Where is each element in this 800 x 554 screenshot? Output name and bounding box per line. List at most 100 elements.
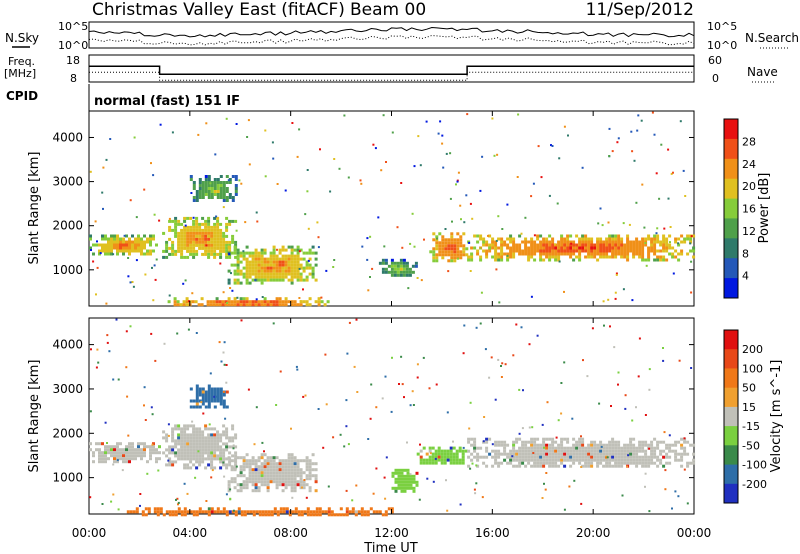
data-cell (231, 424, 235, 428)
noise-cell (558, 157, 561, 160)
data-cell (201, 433, 205, 437)
data-cell (149, 243, 152, 247)
data-cell (210, 228, 214, 232)
noise-cell (222, 390, 225, 393)
data-cell (260, 266, 264, 270)
data-cell (134, 240, 137, 244)
noise-cell (434, 457, 437, 460)
noise-cell (580, 435, 582, 438)
data-cell (357, 510, 361, 514)
data-cell (290, 489, 294, 493)
noise-cell (660, 143, 663, 146)
data-cell (263, 269, 267, 273)
data-cell (626, 455, 630, 459)
data-cell (284, 465, 288, 469)
data-cell (440, 455, 444, 459)
noise-cell (317, 408, 320, 410)
data-cell (456, 241, 460, 245)
data-cell (216, 240, 220, 244)
data-cell (408, 267, 412, 271)
data-cell (251, 269, 255, 273)
ytick-label: 1000 (52, 263, 83, 277)
data-cell (617, 458, 621, 462)
data-cell (689, 249, 693, 253)
data-cell (551, 237, 555, 241)
noise-cell (563, 125, 566, 128)
colorbar-tick-label: 12 (742, 225, 756, 238)
data-cell (174, 427, 178, 431)
data-cell (599, 443, 603, 447)
noise-cell (272, 322, 275, 325)
data-cell (593, 458, 597, 462)
data-cell (248, 462, 252, 466)
data-cell (242, 303, 246, 307)
data-cell (254, 300, 258, 304)
noise-cell (677, 495, 680, 498)
data-cell (110, 246, 113, 250)
data-cell (180, 234, 184, 238)
noise-cell (359, 179, 362, 182)
data-cell (293, 480, 297, 484)
data-cell (533, 240, 537, 244)
data-cell (644, 440, 648, 444)
data-cell (557, 240, 561, 244)
data-cell (284, 480, 288, 484)
data-cell (623, 443, 627, 447)
data-cell (435, 235, 439, 239)
data-cell (177, 436, 181, 440)
noise-cell (641, 183, 644, 186)
data-cell (275, 462, 279, 466)
data-cell (302, 480, 306, 484)
data-cell (222, 249, 226, 253)
data-cell (287, 465, 291, 469)
noise-cell (413, 245, 416, 248)
noise-cell (663, 227, 666, 230)
noise-cell (560, 382, 563, 384)
data-cell (572, 461, 576, 465)
noise-cell (417, 135, 420, 138)
noise-cell (202, 412, 205, 415)
noise-cell (129, 199, 132, 202)
data-cell (566, 437, 570, 441)
colorbar-tick-label: 4 (742, 270, 749, 283)
data-cell (548, 243, 552, 247)
data-cell (201, 439, 205, 443)
data-cell (593, 449, 597, 453)
data-cell (641, 237, 645, 241)
data-cell (542, 243, 546, 247)
data-cell (308, 303, 312, 307)
data-cell (656, 458, 660, 462)
data-cell (125, 243, 128, 247)
data-cell (116, 237, 119, 241)
data-cell (623, 455, 627, 459)
noise-cell (117, 378, 120, 381)
data-cell (584, 458, 588, 462)
data-cell (623, 243, 627, 247)
data-cell (116, 454, 119, 458)
data-cell (494, 440, 498, 444)
data-cell (450, 238, 454, 242)
data-cell (581, 446, 585, 450)
data-cell (219, 246, 223, 250)
data-cell (266, 257, 270, 261)
data-cell (671, 252, 675, 256)
data-cell (98, 249, 101, 253)
data-cell (239, 471, 243, 475)
data-cell (394, 471, 398, 475)
data-cell (491, 246, 495, 250)
data-cell (198, 228, 202, 232)
data-cell (222, 510, 226, 514)
noise-cell (264, 175, 267, 178)
colorbar-swatch (724, 483, 738, 504)
data-cell (315, 510, 319, 514)
noise-cell (679, 120, 682, 123)
data-cell (299, 471, 303, 475)
data-cell (245, 300, 249, 304)
data-cell (647, 237, 651, 241)
data-cell (578, 452, 582, 456)
ytick-label: 2000 (52, 426, 83, 440)
data-cell (222, 507, 226, 511)
data-cell (251, 489, 255, 493)
noise-cell (617, 137, 620, 140)
data-cell (572, 252, 576, 256)
